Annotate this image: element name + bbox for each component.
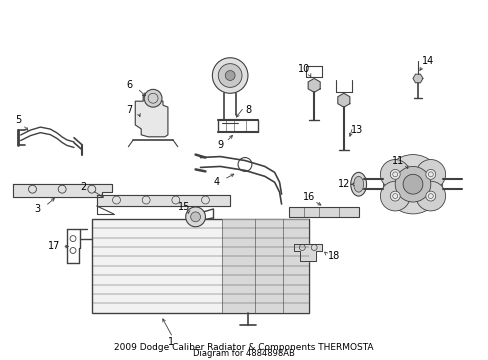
- Text: 16: 16: [303, 192, 315, 202]
- Text: 6: 6: [126, 80, 132, 90]
- Bar: [92, 219, 308, 313]
- Text: 3: 3: [34, 204, 41, 214]
- Text: 18: 18: [327, 251, 339, 261]
- Text: 13: 13: [350, 125, 362, 135]
- Circle shape: [383, 154, 442, 214]
- Circle shape: [415, 181, 445, 211]
- Text: 11: 11: [391, 157, 404, 166]
- Ellipse shape: [353, 176, 363, 192]
- Text: 17: 17: [48, 242, 61, 252]
- Polygon shape: [97, 195, 230, 206]
- Text: 1: 1: [167, 337, 174, 347]
- Text: 2: 2: [80, 182, 86, 192]
- Ellipse shape: [350, 172, 366, 196]
- Polygon shape: [412, 74, 422, 83]
- Bar: [222, 219, 308, 313]
- Text: 10: 10: [298, 64, 310, 73]
- Text: 4: 4: [213, 177, 219, 187]
- Circle shape: [425, 191, 435, 201]
- Bar: [289, 207, 358, 217]
- Circle shape: [190, 212, 200, 222]
- Polygon shape: [135, 95, 167, 137]
- Circle shape: [218, 64, 242, 87]
- Polygon shape: [13, 184, 111, 197]
- Circle shape: [415, 159, 445, 189]
- Text: Diagram for 4884898AB: Diagram for 4884898AB: [193, 349, 294, 358]
- Circle shape: [185, 207, 205, 227]
- Circle shape: [389, 191, 399, 201]
- Circle shape: [402, 174, 422, 194]
- Circle shape: [425, 170, 435, 179]
- Text: 5: 5: [16, 115, 22, 125]
- Polygon shape: [294, 243, 322, 261]
- Text: 7: 7: [126, 105, 132, 115]
- Circle shape: [144, 89, 162, 107]
- Text: 9: 9: [217, 140, 223, 150]
- Text: 12: 12: [337, 179, 349, 189]
- Text: 8: 8: [244, 105, 250, 115]
- Circle shape: [212, 58, 247, 93]
- Text: 2009 Dodge Caliber Radiator & Components THERMOSTA: 2009 Dodge Caliber Radiator & Components…: [114, 343, 373, 352]
- Text: 14: 14: [421, 56, 433, 66]
- Circle shape: [394, 166, 430, 202]
- Circle shape: [380, 159, 409, 189]
- Polygon shape: [307, 78, 320, 92]
- Circle shape: [225, 71, 235, 80]
- Polygon shape: [337, 93, 349, 107]
- Circle shape: [389, 170, 399, 179]
- Circle shape: [380, 181, 409, 211]
- Text: 15: 15: [177, 202, 189, 212]
